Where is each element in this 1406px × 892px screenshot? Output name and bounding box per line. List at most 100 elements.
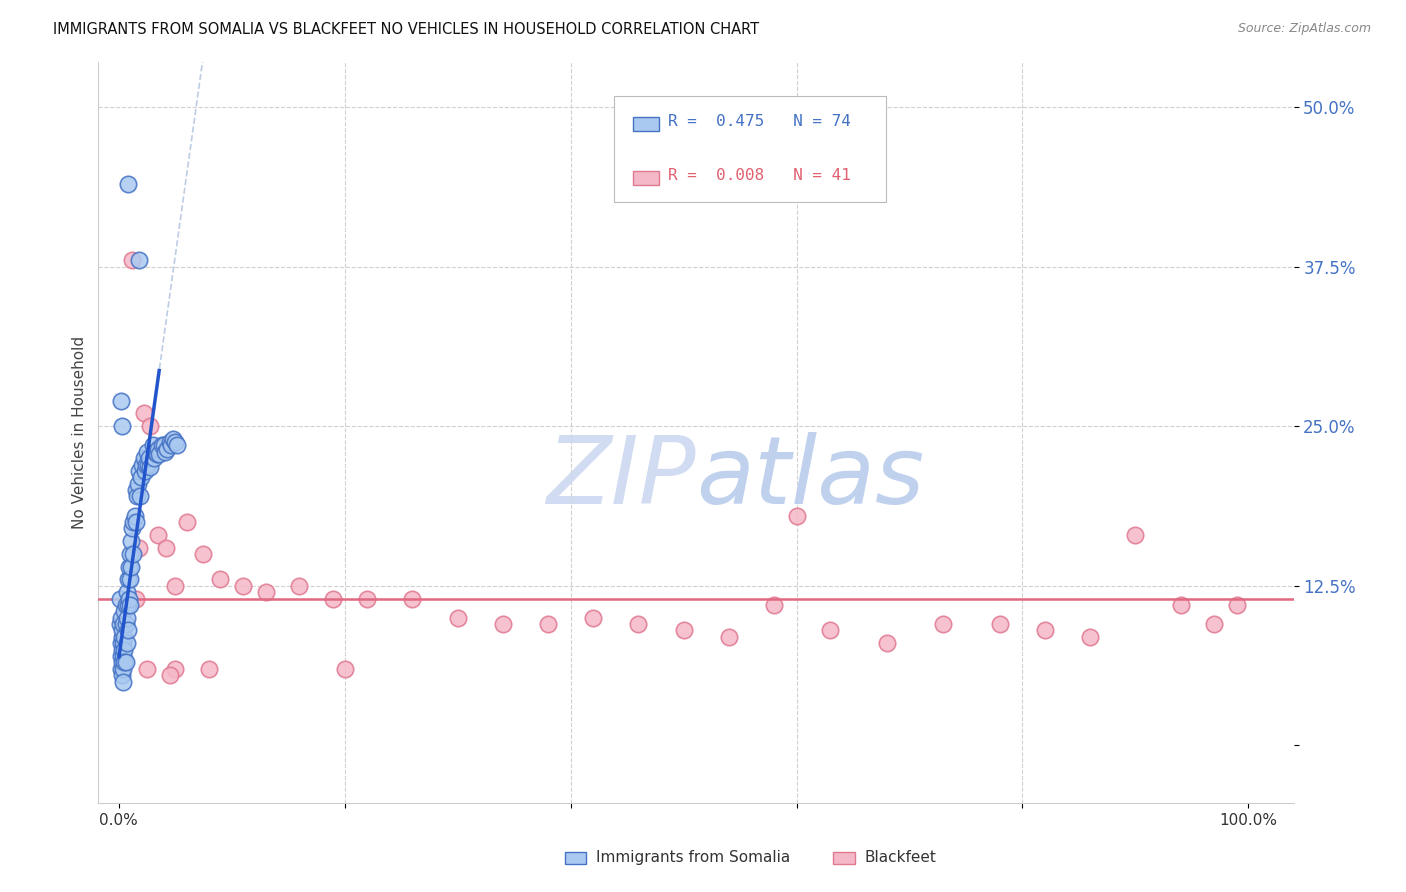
Point xyxy=(159,668,181,682)
Point xyxy=(165,434,187,449)
Y-axis label: No Vehicles in Household: No Vehicles in Household xyxy=(72,336,87,529)
FancyBboxPatch shape xyxy=(633,170,659,185)
Point xyxy=(537,617,560,632)
Point xyxy=(117,177,139,191)
Point xyxy=(125,483,148,497)
Point xyxy=(110,648,132,663)
Point xyxy=(128,253,150,268)
Point xyxy=(128,464,150,478)
Point xyxy=(125,490,148,504)
Point xyxy=(254,585,277,599)
Point xyxy=(117,624,139,638)
Point xyxy=(988,617,1011,632)
Text: Immigrants from Somalia: Immigrants from Somalia xyxy=(596,850,790,865)
Point xyxy=(112,642,135,657)
Point xyxy=(118,573,141,587)
Point xyxy=(166,438,188,452)
Point xyxy=(122,547,145,561)
Point xyxy=(1170,598,1192,612)
Point xyxy=(401,591,423,606)
Text: R =  0.475   N = 74: R = 0.475 N = 74 xyxy=(668,114,852,129)
Point xyxy=(156,442,179,457)
Point xyxy=(356,591,378,606)
FancyBboxPatch shape xyxy=(633,117,659,130)
Point xyxy=(1204,617,1226,632)
Point xyxy=(110,393,132,408)
Point xyxy=(876,636,898,650)
Point xyxy=(115,636,138,650)
Point xyxy=(492,617,515,632)
Point xyxy=(118,559,141,574)
Point xyxy=(120,534,142,549)
Point xyxy=(111,630,134,644)
Point xyxy=(111,656,134,670)
Point xyxy=(128,541,150,555)
Point xyxy=(112,662,135,676)
Point xyxy=(134,464,156,478)
Point xyxy=(209,573,232,587)
FancyBboxPatch shape xyxy=(834,852,855,863)
Point xyxy=(322,591,344,606)
Point xyxy=(627,617,650,632)
Point xyxy=(717,630,740,644)
Point xyxy=(136,444,159,458)
Point xyxy=(333,662,356,676)
Point xyxy=(111,624,134,638)
Point xyxy=(159,434,181,449)
Point xyxy=(136,662,159,676)
Point xyxy=(125,591,148,606)
FancyBboxPatch shape xyxy=(613,96,886,202)
Point xyxy=(110,610,132,624)
Point xyxy=(124,508,146,523)
Point xyxy=(111,419,134,434)
Point xyxy=(153,438,176,452)
Point xyxy=(118,598,141,612)
Point xyxy=(142,451,165,466)
Point xyxy=(155,541,177,555)
Point xyxy=(112,636,135,650)
Text: Blackfeet: Blackfeet xyxy=(865,850,936,865)
Point xyxy=(142,438,165,452)
Point xyxy=(118,547,141,561)
Point xyxy=(762,598,785,612)
Point xyxy=(193,547,215,561)
Point xyxy=(125,515,148,529)
Point xyxy=(146,447,169,461)
Point xyxy=(165,579,187,593)
Point xyxy=(131,458,153,472)
Point xyxy=(143,444,166,458)
Text: Source: ZipAtlas.com: Source: ZipAtlas.com xyxy=(1237,22,1371,36)
Point xyxy=(1226,598,1249,612)
Point xyxy=(446,610,468,624)
Point xyxy=(1125,527,1147,541)
Text: atlas: atlas xyxy=(696,432,924,523)
Point xyxy=(111,668,134,682)
Point xyxy=(129,490,152,504)
Point xyxy=(120,559,142,574)
Point xyxy=(132,451,155,466)
Point xyxy=(148,527,170,541)
Point xyxy=(932,617,955,632)
Text: ZIP: ZIP xyxy=(547,432,696,523)
Point xyxy=(582,610,605,624)
Point xyxy=(112,656,135,670)
Point xyxy=(117,598,139,612)
Point xyxy=(112,617,135,632)
Point xyxy=(138,451,160,466)
Point xyxy=(132,407,155,421)
Point xyxy=(110,662,132,676)
Point xyxy=(288,579,311,593)
Point xyxy=(122,515,145,529)
Point xyxy=(121,521,143,535)
Point xyxy=(165,662,187,676)
Point xyxy=(114,598,136,612)
Point xyxy=(115,610,138,624)
Point xyxy=(150,438,173,452)
Text: R =  0.008   N = 41: R = 0.008 N = 41 xyxy=(668,169,852,183)
Point xyxy=(148,442,170,457)
Point xyxy=(112,674,135,689)
Point xyxy=(198,662,221,676)
Point xyxy=(115,585,138,599)
Point xyxy=(112,630,135,644)
Point xyxy=(159,438,181,452)
